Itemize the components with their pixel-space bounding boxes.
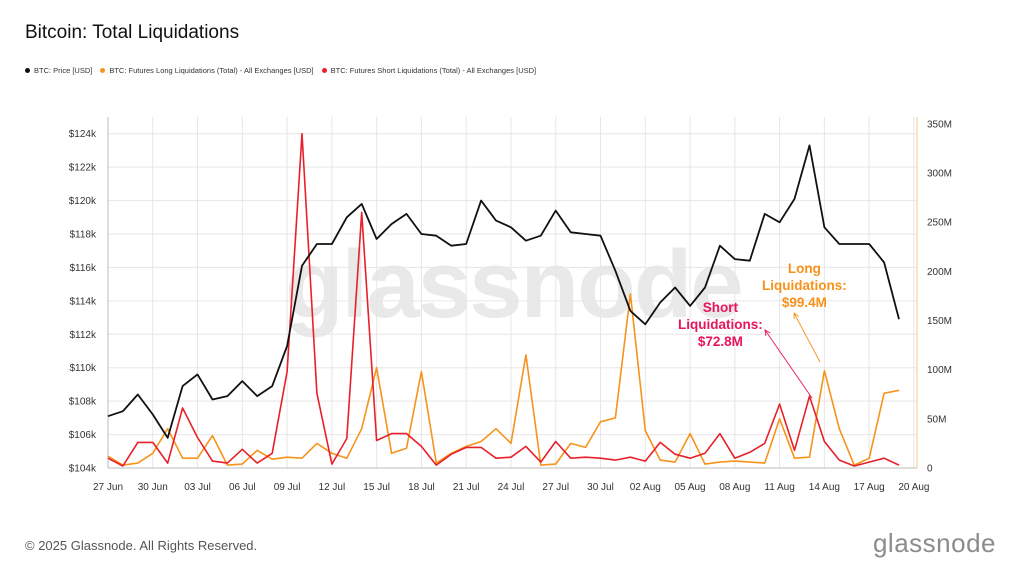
legend-dot-long xyxy=(100,68,106,73)
legend-item-short[interactable]: BTC: Futures Short Liquidations (Total) … xyxy=(321,66,537,75)
left-tick-label: $116k xyxy=(69,263,97,274)
left-tick-label: $118k xyxy=(69,230,97,241)
watermark: glassnode xyxy=(285,231,744,338)
left-tick-label: $122k xyxy=(69,163,97,174)
x-tick-label: 27 Jul xyxy=(542,482,569,493)
right-tick-label: 200M xyxy=(927,267,952,278)
right-tick-label: 300M xyxy=(927,169,952,180)
legend-label-short: BTC: Futures Short Liquidations (Total) … xyxy=(330,66,537,75)
left-tick-label: $110k xyxy=(69,363,97,374)
legend: BTC: Price [USD] BTC: Futures Long Liqui… xyxy=(25,66,536,75)
left-tick-label: $124k xyxy=(69,129,97,140)
annotation-long-line1: Long xyxy=(787,261,821,276)
right-tick-label: 150M xyxy=(927,316,952,327)
right-tick-label: 100M xyxy=(927,365,952,376)
right-tick-label: 0 xyxy=(927,464,933,475)
annotation-long-value: $99.4M xyxy=(781,295,827,310)
x-tick-label: 30 Jul xyxy=(587,482,614,493)
x-tick-label: 20 Aug xyxy=(898,482,929,493)
long-liquidations-line xyxy=(107,293,900,466)
legend-label-price: BTC: Price [USD] xyxy=(34,66,93,75)
legend-dot-short xyxy=(321,68,327,73)
right-tick-label: 250M xyxy=(927,218,952,229)
x-tick-label: 14 Aug xyxy=(809,482,840,493)
arrow-short xyxy=(764,329,813,399)
x-tick-label: 03 Jul xyxy=(184,482,211,493)
x-tick-label: 06 Jul xyxy=(229,482,256,493)
annotation-short-line2: Liquidations: xyxy=(678,317,763,332)
annotation-long-line2: Liquidations: xyxy=(762,278,847,293)
x-tick-label: 02 Aug xyxy=(630,482,661,493)
left-tick-label: $104k xyxy=(69,464,97,475)
x-tick-label: 05 Aug xyxy=(674,482,705,493)
x-tick-label: 09 Jul xyxy=(274,482,301,493)
right-tick-label: 50M xyxy=(927,414,946,425)
short-liquidations-line xyxy=(107,132,900,467)
glassnode-logo: glassnode xyxy=(872,528,996,558)
x-tick-label: 24 Jul xyxy=(498,482,525,493)
x-tick-label: 21 Jul xyxy=(453,482,480,493)
annotation-short-line1: Short xyxy=(702,300,738,315)
x-tick-label: 15 Jul xyxy=(363,482,390,493)
arrow-long-head xyxy=(793,312,800,320)
legend-label-long: BTC: Futures Long Liquidations (Total) -… xyxy=(109,66,314,75)
right-tick-label: 350M xyxy=(927,119,952,130)
left-tick-label: $112k xyxy=(69,330,97,341)
left-tick-label: $114k xyxy=(69,296,97,307)
legend-item-price[interactable]: BTC: Price [USD] xyxy=(25,66,92,75)
chart-title: Bitcoin: Total Liquidations xyxy=(25,22,240,43)
left-tick-label: $108k xyxy=(69,397,97,408)
x-tick-label: 08 Aug xyxy=(719,482,750,493)
legend-dot-price xyxy=(25,68,30,73)
left-tick-label: $120k xyxy=(69,196,97,207)
x-tick-label: 30 Jun xyxy=(138,482,168,493)
arrow-short-head xyxy=(764,329,771,336)
annotation-long-liquidations: Long Liquidations: $99.4M xyxy=(762,260,847,311)
price-line xyxy=(107,144,900,439)
x-tick-label: 11 Aug xyxy=(764,482,794,493)
x-tick-label: 17 Aug xyxy=(854,482,885,493)
annotation-short-liquidations: Short Liquidations: $72.8M xyxy=(678,299,763,350)
x-tick-label: 18 Jul xyxy=(408,482,435,493)
left-tick-label: $106k xyxy=(69,430,97,441)
legend-item-long[interactable]: BTC: Futures Long Liquidations (Total) -… xyxy=(100,66,314,75)
arrow-long xyxy=(793,312,821,363)
x-tick-label: 12 Jul xyxy=(319,482,346,493)
annotation-short-value: $72.8M xyxy=(697,334,743,349)
x-tick-label: 27 Jun xyxy=(93,482,123,493)
copyright-footer: © 2025 Glassnode. All Rights Reserved. xyxy=(25,538,258,553)
